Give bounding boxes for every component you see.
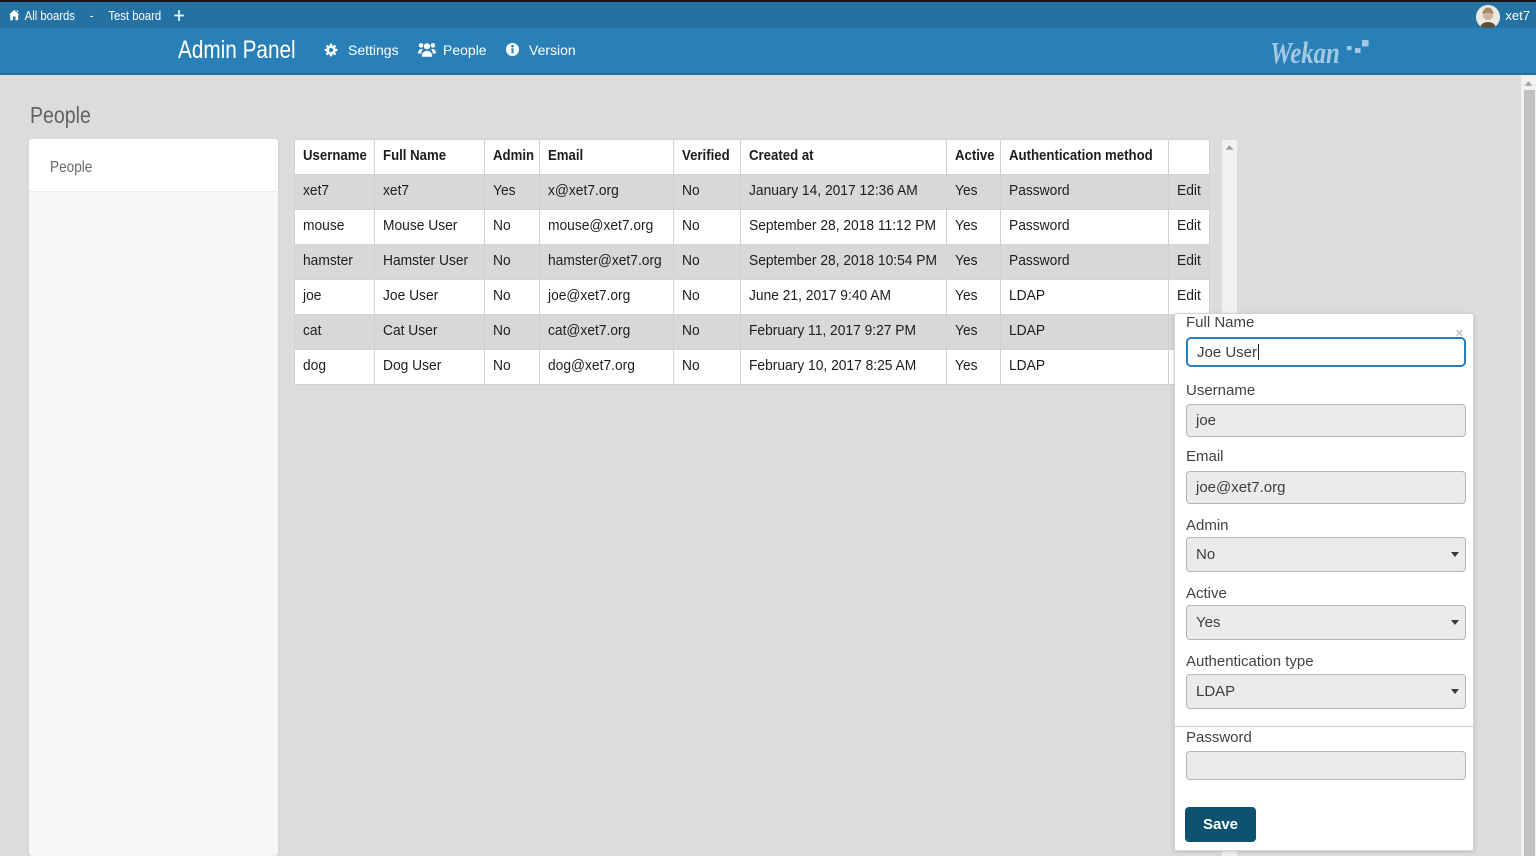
svg-text:Wekan: Wekan — [1270, 37, 1340, 71]
